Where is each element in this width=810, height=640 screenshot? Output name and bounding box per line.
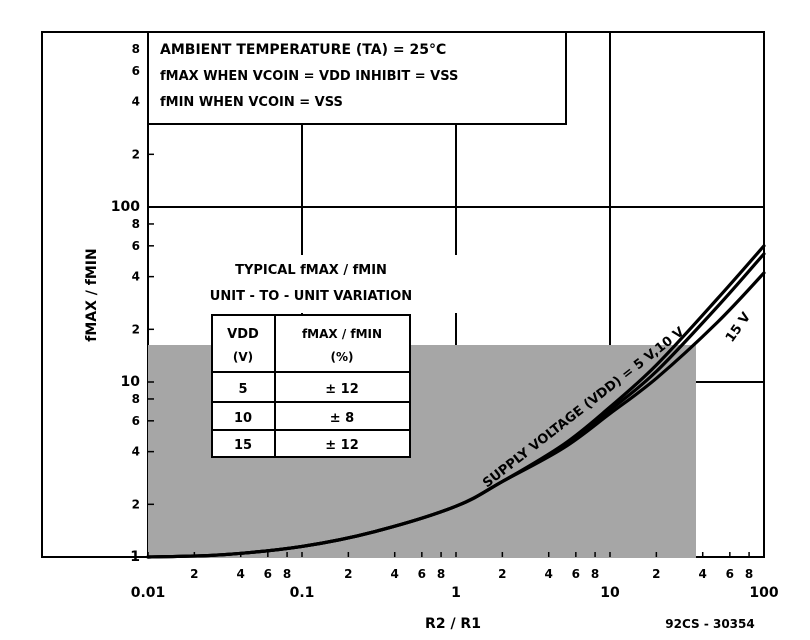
y-tick-label: 6 [132, 239, 140, 253]
y-tick-label: 8 [132, 42, 140, 56]
conditions-box [147, 31, 567, 125]
y-tick-label: 8 [132, 217, 140, 231]
table-header-ratio-unit: (%) [331, 350, 354, 364]
x-tick-label: 4 [237, 567, 245, 581]
y-tick-label: 6 [132, 414, 140, 428]
variation-title-bg [158, 255, 458, 313]
y-tick-labels: 1 2 4 6 8 10 2 4 6 8 100 2 4 6 8 [111, 42, 154, 565]
figure-code: 92CS - 30354 [665, 617, 754, 631]
x-tick-label: 4 [391, 567, 399, 581]
table-cell-variation: ± 12 [325, 382, 359, 397]
y-tick-label: 2 [132, 497, 140, 511]
y-tick-label: 4 [132, 445, 140, 459]
y-tick-label: 4 [132, 95, 140, 109]
variation-title-1: TYPICAL fMAX / fMIN [235, 263, 387, 278]
y-tick-label: 2 [132, 322, 140, 336]
series-line-15v [146, 271, 766, 559]
y-axis-label: fMAX / fMIN [84, 248, 100, 341]
x-tick-label: 0.01 [131, 585, 166, 601]
condition-fmax: fMAX WHEN VCOIN = VDD INHIBIT = VSS [160, 69, 458, 84]
x-axis-label: R2 / R1 [425, 616, 481, 632]
x-tick-label: 6 [572, 567, 580, 581]
table-cell-vdd: 10 [234, 411, 252, 426]
table-header-vdd-unit: (V) [233, 350, 253, 364]
table-header-vdd: VDD [227, 327, 259, 342]
table-cell-vdd: 15 [234, 438, 252, 453]
x-tick-label: 100 [749, 585, 778, 601]
y-tick-label: 4 [132, 270, 140, 284]
x-tick-label: 10 [600, 585, 620, 601]
x-tick-label: 8 [591, 567, 599, 581]
x-tick-label: 1 [451, 585, 461, 601]
y-tick-label: 100 [111, 199, 140, 215]
x-tick-label: 8 [283, 567, 291, 581]
condition-fmin: fMIN WHEN VCOIN = VSS [160, 95, 343, 110]
y-tick-label: 8 [132, 392, 140, 406]
x-tick-label: 0.1 [290, 585, 315, 601]
x-tick-label: 2 [652, 567, 660, 581]
y-tick-label: 10 [121, 374, 141, 390]
x-tick-label: 2 [498, 567, 506, 581]
x-tick-label: 2 [344, 567, 352, 581]
x-tick-label: 6 [418, 567, 426, 581]
x-tick-label: 4 [699, 567, 707, 581]
table-cell-vdd: 5 [238, 382, 247, 397]
x-tick-label: 6 [264, 567, 272, 581]
x-tick-label: 4 [545, 567, 553, 581]
x-tick-label: 6 [726, 567, 734, 581]
condition-temperature: AMBIENT TEMPERATURE (TA) = 25°C [160, 42, 446, 58]
table-cell-variation: ± 8 [330, 411, 354, 426]
table-cell-variation: ± 12 [325, 438, 359, 453]
variation-title-2: UNIT - TO - UNIT VARIATION [210, 289, 412, 304]
y-tick-label: 2 [132, 147, 140, 161]
x-tick-label: 8 [437, 567, 445, 581]
y-tick-label: 6 [132, 64, 140, 78]
curves [146, 244, 766, 559]
variation-table: VDD (V) fMAX / fMIN (%) 5 ± 12 10 ± 8 15… [211, 314, 411, 458]
table-header-ratio: fMAX / fMIN [302, 327, 382, 341]
x-tick-label: 8 [745, 567, 753, 581]
x-tick-label: 2 [190, 567, 198, 581]
y-tick-label: 1 [130, 549, 140, 565]
